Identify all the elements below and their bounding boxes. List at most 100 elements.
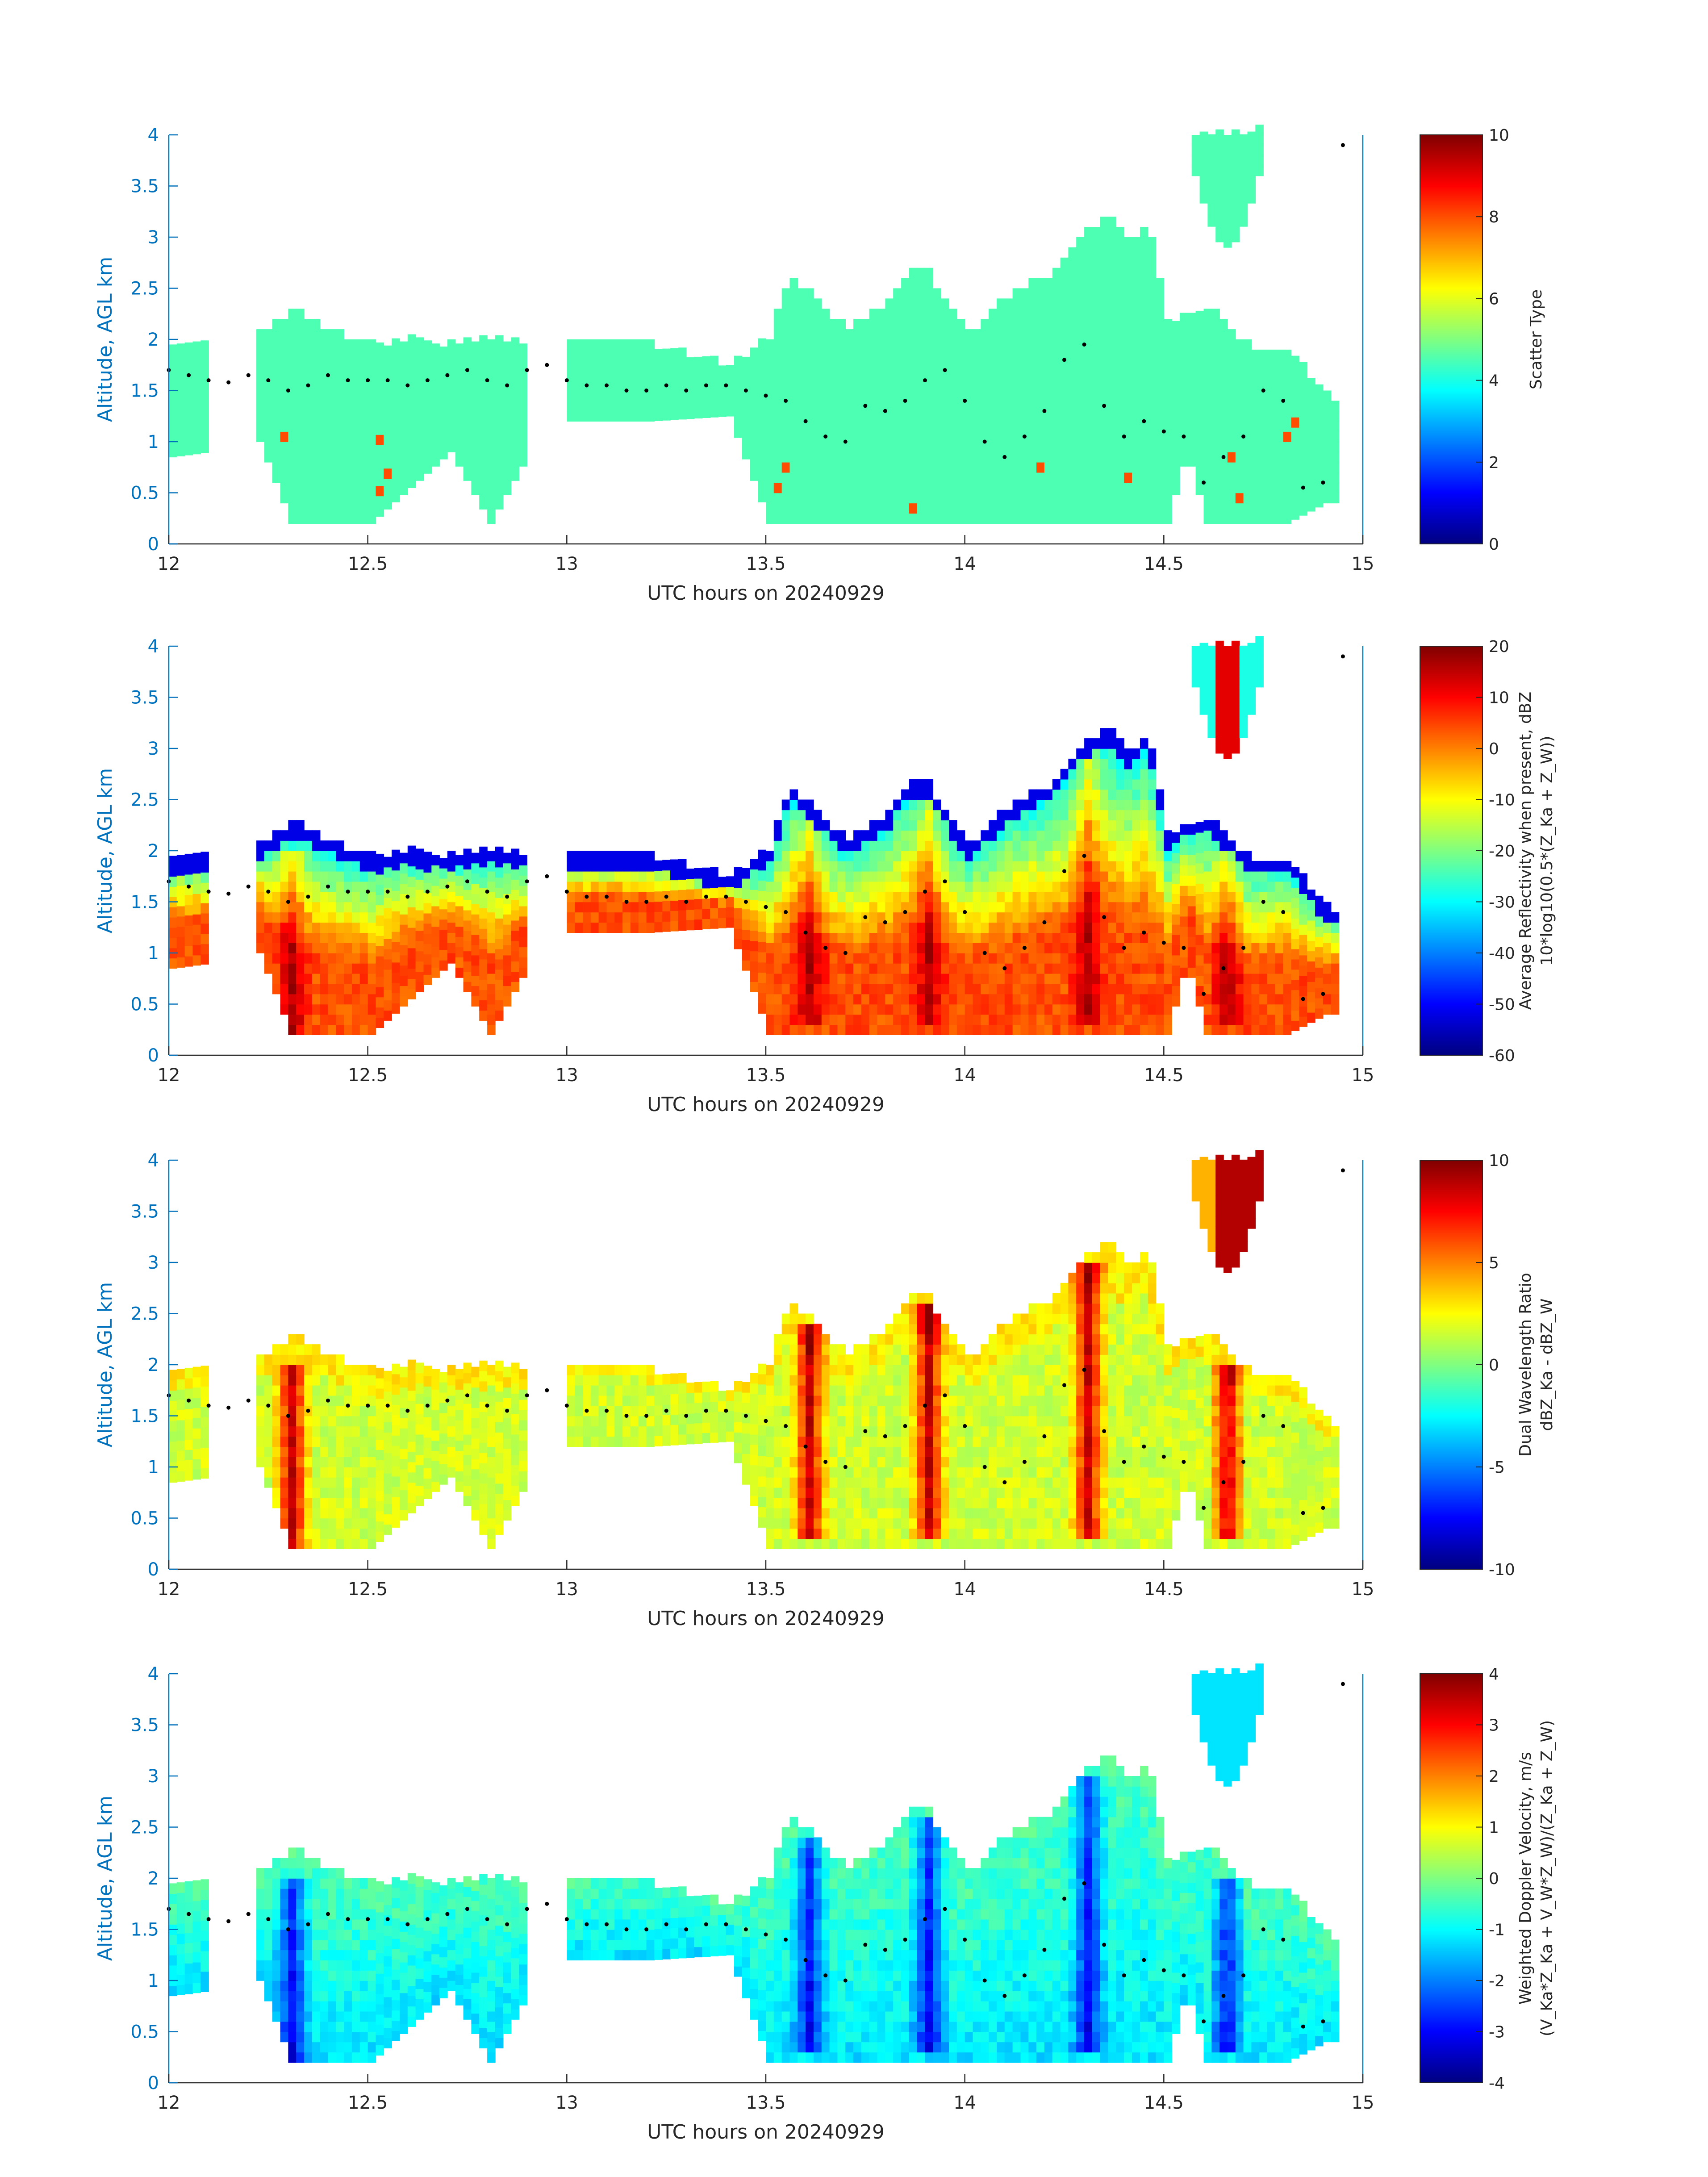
marker-dot (564, 890, 569, 894)
heatmap-cell (1315, 476, 1324, 487)
heatmap-cell (1132, 851, 1140, 861)
heatmap-cell (1315, 446, 1324, 456)
heatmap-cell (384, 898, 392, 908)
heatmap-cell (678, 910, 687, 921)
heatmap-cell (463, 848, 472, 860)
heatmap-cell (1224, 135, 1232, 146)
heatmap-cell (1044, 1014, 1053, 1025)
heatmap-cell (766, 861, 774, 872)
heatmap-cell (989, 380, 997, 391)
heatmap-cell (200, 944, 209, 955)
heatmap-cell (272, 401, 281, 412)
heatmap-cell (885, 953, 894, 964)
heatmap-cell (997, 1004, 1005, 1015)
heatmap-cell (845, 482, 854, 493)
heatmap-cell (312, 1014, 321, 1025)
heatmap-cell (917, 994, 926, 1005)
heatmap-cell (1259, 1024, 1268, 1035)
heatmap-cell (869, 922, 878, 933)
heatmap-cell (288, 513, 296, 524)
heatmap-cell (1020, 810, 1029, 821)
heatmap-cell (344, 1024, 352, 1035)
heatmap-cell (264, 431, 273, 442)
heatmap-cell (367, 994, 376, 1005)
heatmap-cell (1267, 912, 1276, 923)
heatmap-cell (384, 355, 392, 367)
heatmap-cell (1243, 339, 1252, 350)
marker-dot (206, 378, 211, 383)
heatmap-cell (917, 861, 926, 872)
heatmap-cell (853, 411, 862, 422)
heatmap-cell (598, 390, 607, 401)
heatmap-cell (734, 407, 743, 418)
heatmap-cell (981, 462, 989, 473)
heatmap-cell (1224, 707, 1232, 719)
heatmap-cell (264, 442, 273, 452)
heatmap-cell (925, 871, 934, 882)
heatmap-cell (997, 891, 1005, 903)
heatmap-cell (742, 449, 751, 460)
marker-dot (784, 910, 788, 914)
heatmap-cell (1187, 313, 1196, 324)
heatmap-cell (352, 380, 360, 391)
heatmap-cell (1239, 175, 1248, 186)
heatmap-cell (487, 472, 496, 483)
heatmap-cell (1012, 881, 1021, 892)
heatmap-cell (1044, 288, 1053, 299)
heatmap-cell (392, 921, 400, 932)
heatmap-cell (280, 349, 289, 360)
heatmap-cell (1004, 922, 1013, 933)
heatmap-cell (1195, 894, 1204, 904)
heatmap-cell (1148, 799, 1157, 811)
heatmap-cell (1068, 840, 1077, 851)
heatmap-cell (1076, 830, 1085, 841)
heatmap-cell (758, 420, 766, 431)
heatmap-cell (853, 329, 862, 340)
heatmap-cell (1283, 953, 1292, 964)
heatmap-cell (1028, 943, 1037, 953)
heatmap-cell (925, 779, 934, 790)
heatmap-cell (336, 421, 344, 432)
heatmap-cell (909, 799, 918, 811)
heatmap-cell (1164, 390, 1172, 401)
heatmap-cell (1060, 451, 1069, 463)
heatmap-cell (184, 905, 193, 916)
heatmap-cell (352, 339, 360, 350)
heatmap-cell (455, 435, 464, 446)
heatmap-cell (1084, 359, 1093, 371)
heatmap-cell (479, 949, 488, 960)
heatmap-cell (1084, 738, 1093, 749)
heatmap-cell (773, 963, 782, 974)
heatmap-cell (1100, 237, 1109, 248)
heatmap-cell (400, 372, 408, 383)
heatmap-cell (1315, 435, 1324, 446)
heatmap-cell (367, 451, 376, 463)
heatmap-cell (821, 309, 830, 319)
heatmap-cell (1315, 415, 1324, 426)
heatmap-cell (336, 513, 344, 524)
heatmap-cell (1148, 963, 1157, 974)
marker-dot (366, 890, 370, 894)
heatmap-cell (997, 329, 1005, 340)
heatmap-cell (1012, 319, 1021, 330)
heatmap-cell (1036, 298, 1045, 309)
heatmap-cell (1108, 329, 1117, 340)
heatmap-cell (296, 994, 305, 1005)
heatmap-cell (1267, 411, 1276, 422)
heatmap-cell (1124, 1014, 1132, 1025)
heatmap-cell (1140, 994, 1148, 1005)
heatmap-cell (997, 411, 1005, 422)
marker-dot (564, 378, 569, 383)
heatmap-cell (1203, 421, 1212, 432)
heatmap-cell (1195, 331, 1204, 342)
heatmap-cell (1251, 1014, 1260, 1025)
heatmap-cell (503, 996, 512, 1007)
heatmap-cell (359, 851, 368, 861)
marker-dot (1182, 435, 1186, 439)
heatmap-cell (821, 370, 830, 381)
heatmap-cell (869, 482, 878, 493)
heatmap-cell (511, 930, 520, 941)
heatmap-cell (328, 421, 337, 432)
heatmap-cell (1084, 309, 1093, 319)
marker-dot (684, 389, 689, 393)
